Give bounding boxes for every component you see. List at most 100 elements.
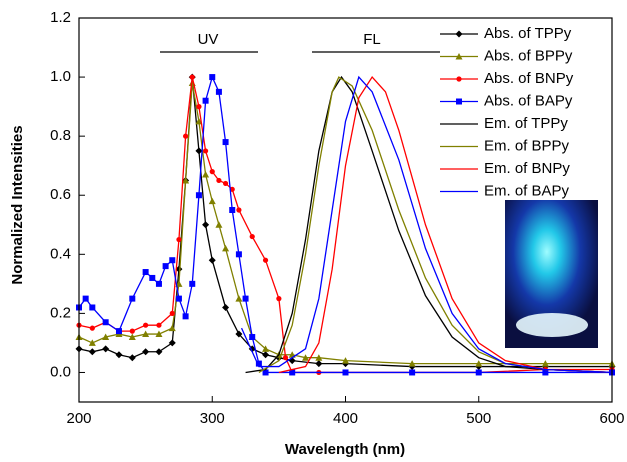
series-line bbox=[278, 76, 613, 374]
marker bbox=[215, 221, 223, 228]
plot-frame bbox=[78, 17, 613, 403]
marker bbox=[168, 324, 176, 332]
legend-label: Em. of BNPy bbox=[484, 160, 570, 177]
marker bbox=[142, 330, 150, 338]
marker bbox=[229, 207, 236, 213]
annotation: UV bbox=[198, 31, 219, 48]
marker bbox=[282, 355, 289, 361]
legend-label: Em. of BAPy bbox=[484, 182, 570, 199]
y-tick-label: 0.0 bbox=[50, 363, 71, 380]
marker bbox=[208, 256, 216, 264]
marker bbox=[455, 30, 463, 38]
marker bbox=[169, 310, 175, 316]
marker bbox=[236, 207, 242, 213]
y-tick-label: 0.2 bbox=[50, 304, 71, 321]
marker bbox=[129, 328, 135, 334]
marker bbox=[255, 360, 262, 367]
marker bbox=[102, 345, 110, 353]
marker bbox=[196, 104, 202, 110]
marker bbox=[115, 351, 123, 359]
marker bbox=[342, 357, 349, 364]
marker bbox=[115, 328, 122, 335]
marker bbox=[82, 295, 89, 302]
series-line bbox=[258, 76, 613, 374]
marker bbox=[215, 88, 222, 95]
marker bbox=[262, 345, 270, 352]
x-tick-label: 600 bbox=[599, 410, 624, 427]
marker bbox=[102, 319, 109, 326]
marker bbox=[156, 322, 162, 328]
legend-label: Abs. of TPPy bbox=[484, 25, 572, 42]
marker bbox=[182, 176, 190, 184]
marker bbox=[176, 236, 182, 243]
marker bbox=[155, 348, 163, 356]
marker bbox=[208, 197, 216, 205]
legend-label: Em. of BPPy bbox=[484, 137, 570, 154]
marker bbox=[262, 351, 270, 359]
marker bbox=[202, 221, 210, 229]
series-line bbox=[78, 82, 612, 365]
marker bbox=[222, 244, 230, 252]
marker bbox=[541, 360, 549, 367]
marker bbox=[289, 369, 296, 376]
marker bbox=[88, 339, 96, 346]
legend-label: Abs. of BPPy bbox=[484, 47, 573, 64]
marker bbox=[475, 360, 483, 367]
marker bbox=[209, 169, 215, 175]
marker bbox=[169, 257, 176, 264]
marker bbox=[302, 354, 310, 361]
marker bbox=[155, 280, 162, 287]
marker bbox=[129, 295, 136, 302]
marker bbox=[475, 369, 482, 376]
marker bbox=[455, 53, 463, 60]
marker bbox=[143, 322, 149, 328]
marker bbox=[195, 192, 202, 199]
y-tick-label: 1.2 bbox=[50, 9, 71, 26]
marker bbox=[249, 233, 255, 240]
marker bbox=[189, 74, 195, 80]
marker bbox=[408, 360, 416, 367]
marker bbox=[409, 369, 416, 376]
marker bbox=[142, 269, 149, 276]
legend-label: Abs. of BAPy bbox=[484, 92, 573, 109]
marker bbox=[155, 330, 163, 338]
series-line bbox=[240, 75, 613, 374]
marker bbox=[235, 330, 243, 338]
marker bbox=[182, 313, 189, 320]
y-axis-title: Normalized Intensities bbox=[9, 125, 26, 284]
marker bbox=[142, 348, 150, 356]
marker bbox=[342, 369, 349, 376]
marker bbox=[102, 333, 110, 341]
marker bbox=[202, 97, 209, 104]
marker bbox=[542, 369, 549, 376]
marker bbox=[195, 147, 203, 155]
marker bbox=[89, 325, 95, 331]
y-tick-label: 1.0 bbox=[50, 68, 71, 85]
marker bbox=[168, 339, 176, 347]
marker bbox=[88, 348, 96, 356]
marker bbox=[249, 334, 256, 341]
marker bbox=[222, 303, 230, 311]
inset-powder bbox=[516, 313, 588, 337]
marker bbox=[189, 280, 196, 287]
x-tick-label: 200 bbox=[66, 410, 91, 427]
x-axis-title: Wavelength (nm) bbox=[285, 441, 405, 458]
y-tick-label: 0.6 bbox=[50, 186, 71, 203]
marker bbox=[183, 133, 189, 139]
x-tick-label: 400 bbox=[333, 410, 358, 427]
marker bbox=[262, 257, 269, 263]
marker bbox=[276, 296, 282, 302]
legend-label: Em. of TPPy bbox=[484, 115, 568, 132]
marker bbox=[175, 265, 183, 273]
series-line bbox=[245, 75, 613, 374]
x-tick-label: 300 bbox=[200, 410, 225, 427]
y-tick-label: 0.4 bbox=[50, 245, 71, 262]
marker bbox=[235, 251, 242, 258]
marker bbox=[175, 295, 182, 302]
marker bbox=[89, 304, 96, 311]
marker bbox=[315, 360, 323, 368]
marker bbox=[149, 274, 156, 281]
marker bbox=[162, 263, 169, 270]
